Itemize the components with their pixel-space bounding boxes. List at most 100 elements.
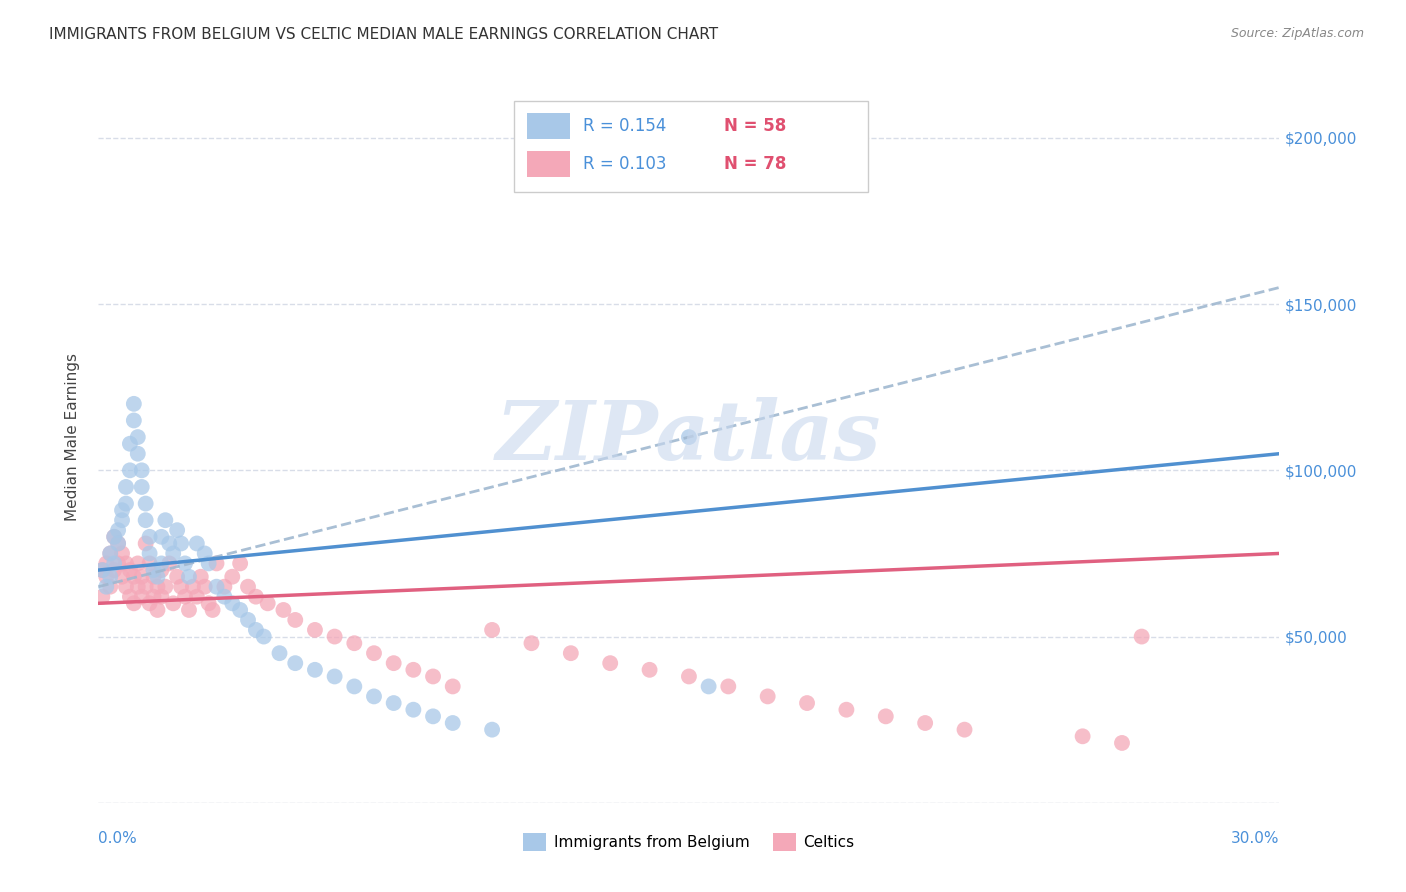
Point (253, 630, 276, 644)
Point (481, 623, 503, 637)
Point (122, 596, 145, 610)
Point (177, 603, 200, 617)
Point (229, 557, 252, 571)
Point (166, 523, 188, 537)
Point (1130, 630, 1153, 644)
Point (107, 523, 129, 537)
Point (115, 580, 138, 594)
Point (221, 596, 243, 610)
Point (170, 536, 193, 550)
Point (214, 580, 236, 594)
Text: N = 58: N = 58 (724, 117, 786, 136)
Point (170, 580, 193, 594)
Point (402, 663, 425, 677)
Point (103, 557, 125, 571)
Point (142, 570, 165, 584)
Point (122, 413, 145, 427)
Point (118, 436, 141, 450)
Point (678, 669, 700, 683)
Point (146, 580, 169, 594)
Point (107, 536, 129, 550)
Point (186, 590, 208, 604)
Point (717, 680, 740, 694)
Point (363, 646, 385, 660)
Point (875, 709, 897, 723)
Point (142, 590, 165, 604)
Point (162, 596, 184, 610)
Point (481, 723, 503, 737)
Point (174, 557, 197, 571)
Point (214, 590, 236, 604)
Point (91, 563, 114, 577)
Point (98, 570, 121, 584)
FancyBboxPatch shape (527, 113, 569, 139)
Point (107, 536, 129, 550)
Point (1111, 736, 1133, 750)
Point (194, 580, 217, 594)
Point (127, 430, 149, 444)
Point (115, 497, 138, 511)
Point (323, 669, 346, 683)
Point (273, 603, 295, 617)
Point (236, 580, 259, 594)
Point (166, 570, 188, 584)
Point (146, 603, 169, 617)
Point (382, 696, 405, 710)
Point (284, 613, 307, 627)
Point (599, 656, 621, 670)
Point (697, 680, 720, 694)
Point (162, 546, 184, 560)
Text: R = 0.154: R = 0.154 (582, 117, 666, 136)
Point (115, 480, 138, 494)
Point (245, 590, 267, 604)
Point (98, 546, 121, 560)
Point (131, 570, 153, 584)
Point (122, 397, 145, 411)
Point (96, 557, 118, 571)
Point (343, 636, 366, 650)
Point (914, 716, 936, 731)
Point (146, 570, 169, 584)
Point (115, 557, 138, 571)
Point (269, 646, 291, 660)
Point (150, 563, 173, 577)
Point (835, 703, 858, 717)
Point (135, 497, 157, 511)
Point (91, 590, 114, 604)
Point (343, 680, 366, 694)
Point (174, 590, 197, 604)
Point (205, 580, 228, 594)
Point (111, 503, 134, 517)
Text: Source: ZipAtlas.com: Source: ZipAtlas.com (1230, 27, 1364, 40)
Legend: Immigrants from Belgium, Celtics: Immigrants from Belgium, Celtics (517, 827, 860, 857)
Point (135, 513, 157, 527)
Point (127, 557, 149, 571)
Point (256, 596, 278, 610)
Point (98, 546, 121, 560)
Point (142, 563, 165, 577)
Point (560, 646, 582, 660)
Point (323, 630, 346, 644)
Text: 0.0%: 0.0% (98, 831, 138, 846)
Point (441, 680, 464, 694)
Point (441, 716, 464, 731)
Point (135, 580, 157, 594)
Point (205, 557, 228, 571)
Point (422, 669, 444, 683)
Y-axis label: Median Male Earnings: Median Male Earnings (65, 353, 80, 521)
FancyBboxPatch shape (527, 151, 569, 178)
Point (796, 696, 818, 710)
Text: IMMIGRANTS FROM BELGIUM VS CELTIC MEDIAN MALE EARNINGS CORRELATION CHART: IMMIGRANTS FROM BELGIUM VS CELTIC MEDIAN… (49, 27, 718, 42)
Point (111, 546, 134, 560)
Point (1071, 729, 1094, 743)
Point (131, 480, 153, 494)
Point (98, 580, 121, 594)
Point (155, 580, 177, 594)
Point (138, 546, 160, 560)
Point (186, 536, 208, 550)
Point (304, 623, 326, 637)
Point (135, 536, 157, 550)
Point (221, 570, 243, 584)
Point (363, 690, 385, 704)
Point (107, 557, 129, 571)
